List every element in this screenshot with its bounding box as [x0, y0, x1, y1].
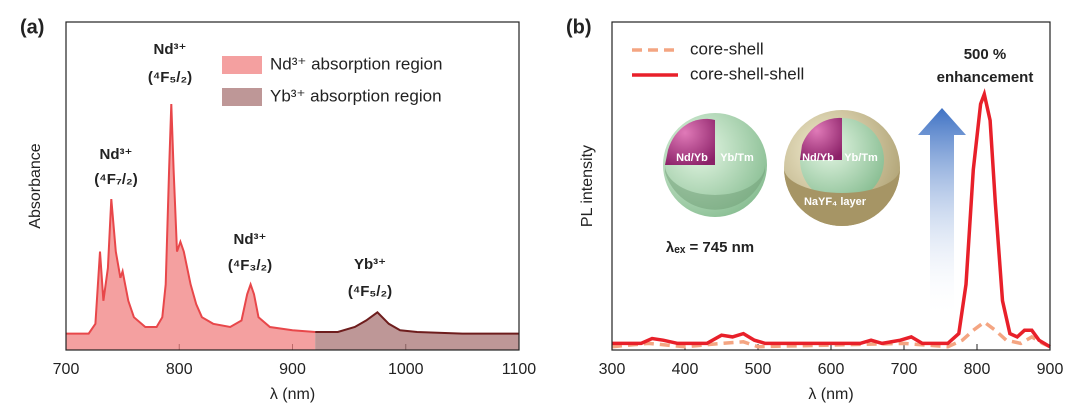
x-axis-label: λ (nm)	[270, 386, 315, 403]
plot-frame	[611, 21, 1051, 351]
legend-label: Yb³⁺ absorption region	[270, 86, 442, 105]
legend-swatch	[222, 88, 262, 106]
legend-label: Nd³⁺ absorption region	[270, 54, 442, 73]
line	[315, 310, 519, 335]
area	[66, 104, 316, 350]
x-tick-label: 800	[166, 361, 193, 378]
line	[612, 88, 1051, 349]
annotation: Yb/Tm	[844, 152, 878, 164]
area	[315, 312, 519, 350]
annotation: (⁴F₃/₂)	[228, 257, 272, 274]
annotation: Nd/Yb	[802, 152, 834, 164]
x-tick-label: 300	[599, 361, 626, 378]
annotation: λₑₓ = 745 nm	[666, 239, 754, 256]
x-tick-label: 500	[745, 361, 772, 378]
x-tick-label: 900	[1037, 361, 1064, 378]
legend-label: core-shell-shell	[690, 64, 804, 83]
annotation: NaYF₄ layer	[804, 196, 867, 208]
x-tick-label: 700	[891, 361, 918, 378]
annotation: (⁴F₅/₂)	[348, 283, 392, 300]
annotation: Yb³⁺	[354, 256, 386, 273]
panel-label: (b)	[566, 16, 592, 38]
annotation: 500 %	[964, 46, 1007, 63]
x-tick-label: 700	[53, 361, 80, 378]
decoration	[663, 108, 966, 318]
plot-frame	[65, 21, 520, 351]
annotation: Nd³⁺	[234, 231, 267, 248]
annotation: enhancement	[937, 69, 1034, 86]
x-tick-label: 900	[279, 361, 306, 378]
line	[66, 103, 316, 335]
x-axis-label: λ (nm)	[808, 386, 853, 403]
x-tick-label: 400	[672, 361, 699, 378]
x-tick-label: 800	[964, 361, 991, 378]
panel-label: (a)	[20, 16, 44, 38]
x-tick-label: 1000	[388, 361, 424, 378]
legend-label: core-shell	[690, 39, 764, 58]
annotation: Nd/Yb	[676, 152, 708, 164]
line	[611, 319, 1051, 349]
annotation: Nd³⁺	[100, 146, 133, 163]
panel: (a) λ (nm) Absorbance 700 800 900 1000 1100 Nd³⁺…	[20, 16, 536, 403]
annotation: (⁴F₅/₂)	[148, 69, 192, 86]
x-tick-label: 600	[818, 361, 845, 378]
x-tick-label: 1100	[502, 361, 537, 378]
panel: (b) λ (nm) PL intensity 300 400 500 600 700 800 9…	[566, 16, 1063, 403]
annotation: (⁴F₇/₂)	[94, 171, 137, 188]
annotation: Nd³⁺	[154, 41, 187, 58]
legend-swatch	[222, 56, 262, 74]
y-axis-label: PL intensity	[579, 145, 596, 227]
annotation: Yb/Tm	[720, 152, 754, 164]
y-axis-label: Absorbance	[27, 143, 44, 228]
